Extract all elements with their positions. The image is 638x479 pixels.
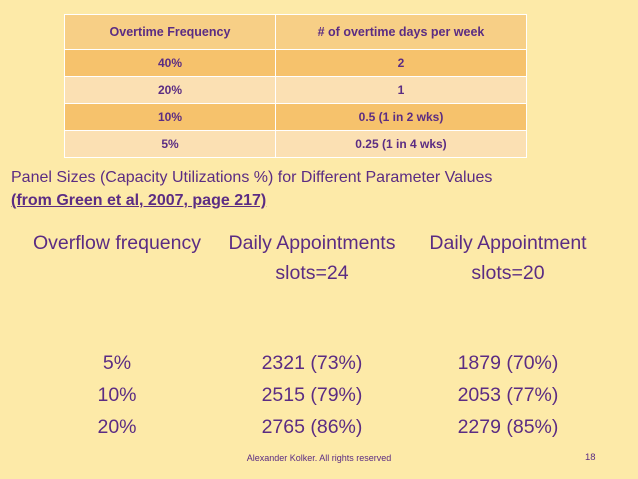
column-value: 2321 (73%) xyxy=(261,352,363,374)
table-cell: 2 xyxy=(275,49,527,77)
column-value: 1879 (70%) xyxy=(457,352,559,374)
table-row: 10% 0.5 (1 in 2 wks) xyxy=(64,103,527,131)
table-cell: 5% xyxy=(64,130,276,158)
table-cell: 0.25 (1 in 4 wks) xyxy=(275,130,527,158)
column-value: 10% xyxy=(97,384,137,406)
page-number: 18 xyxy=(585,452,596,463)
table-cell: 40% xyxy=(64,49,276,77)
column-header: Daily Appointments slots=24 xyxy=(228,232,396,284)
header-overtime-days: # of overtime days per week xyxy=(275,14,527,50)
column-value: 2053 (77%) xyxy=(457,384,559,406)
overtime-table: Overtime Frequency # of overtime days pe… xyxy=(64,14,527,158)
panel-reference: (from Green et al, 2007, page 217) xyxy=(11,192,267,209)
table-cell: 1 xyxy=(275,76,527,104)
column-header: Daily Appointment slots=20 xyxy=(429,232,587,284)
slots-20-column: Daily Appointment slots=20 1879 (70%) 20… xyxy=(418,228,598,444)
column-value: 2515 (79%) xyxy=(261,384,363,406)
table-header-row: Overtime Frequency # of overtime days pe… xyxy=(64,14,527,50)
table-cell: 20% xyxy=(64,76,276,104)
panel-title: Panel Sizes (Capacity Utilizations %) fo… xyxy=(11,169,493,186)
column-value: 5% xyxy=(102,352,132,374)
table-row: 20% 1 xyxy=(64,76,527,104)
footer-copyright: Alexander Kolker. All rights reserved xyxy=(246,453,392,463)
table-row: 40% 2 xyxy=(64,49,527,77)
header-overtime-frequency: Overtime Frequency xyxy=(64,14,276,50)
column-value: 20% xyxy=(97,416,137,438)
slots-24-column: Daily Appointments slots=24 2321 (73%) 2… xyxy=(222,228,402,444)
table-row: 5% 0.25 (1 in 4 wks) xyxy=(64,130,527,158)
panel-title-block: Panel Sizes (Capacity Utilizations %) fo… xyxy=(11,166,492,212)
column-value: 2765 (86%) xyxy=(261,416,363,438)
table-cell: 10% xyxy=(64,103,276,131)
overflow-frequency-column: Overflow frequency 5% 10% 20% xyxy=(27,228,207,444)
column-header: Overflow frequency xyxy=(33,232,201,254)
column-value: 2279 (85%) xyxy=(457,416,559,438)
table-cell: 0.5 (1 in 2 wks) xyxy=(275,103,527,131)
